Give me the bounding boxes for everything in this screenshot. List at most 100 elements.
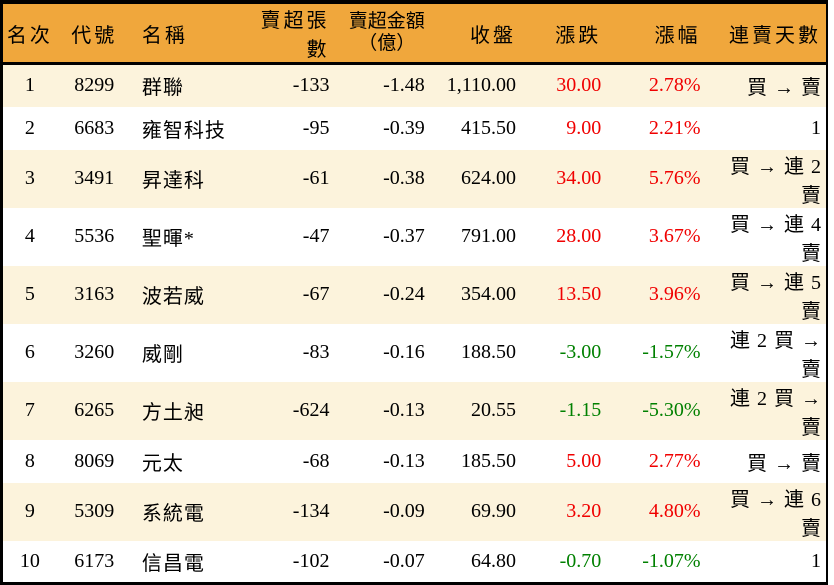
cell-change-pct: 2.77% [648, 449, 701, 472]
table-body: 1 8299 群聯 -133 -1.48 1,110.00 30.00 2.78… [1, 63, 828, 584]
cell-name: 雍智科技 [141, 119, 226, 142]
table-row: 8 8069 元太 -68 -0.13 185.50 5.00 2.77% 買 … [2, 440, 828, 483]
cell-amount: -0.16 [383, 341, 425, 363]
cell-amount: -0.13 [383, 449, 425, 472]
cell-change-pct: 5.76% [648, 167, 701, 189]
cell-volume: -61 [302, 167, 330, 189]
table-row: 5 3163 波若威 -67 -0.24 354.00 13.50 3.96% … [1, 265, 827, 324]
col-header-volume: 賣超張數 [242, 2, 335, 65]
cell-volume: -133 [292, 74, 330, 97]
cell-code: 6173 [74, 549, 115, 572]
col-header-name: 名稱 [131, 2, 243, 65]
cell-code: 6265 [74, 399, 115, 421]
cell-rank: 2 [24, 116, 35, 139]
table-row: 2 6683 雍智科技 -95 -0.39 415.50 9.00 2.21% … [2, 107, 828, 150]
cell-name: 威剛 [141, 344, 184, 366]
cell-change: -0.70 [559, 549, 602, 572]
cell-close: 185.50 [461, 449, 517, 472]
cell-rank: 6 [24, 341, 35, 363]
cell-change: -3.00 [559, 341, 602, 363]
cell-change-pct: -1.07% [642, 549, 701, 572]
table-row: 6 3260 威剛 -83 -0.16 188.50 -3.00 -1.57% … [2, 324, 828, 382]
cell-rank: 10 [19, 549, 40, 572]
cell-change-pct: -1.57% [642, 341, 701, 363]
cell-change: 9.00 [566, 116, 602, 139]
cell-close: 188.50 [461, 341, 517, 363]
cell-change: 30.00 [556, 74, 602, 97]
col-header-change-pct: 漲幅 [606, 2, 706, 65]
cell-name: 聖暉* [141, 228, 195, 250]
cell-amount: -0.13 [383, 399, 425, 421]
cell-streak: 1 [811, 549, 822, 572]
cell-change-pct: 3.96% [648, 283, 701, 305]
cell-close: 20.55 [471, 399, 517, 421]
cell-change: 13.50 [556, 283, 602, 305]
cell-volume: -102 [292, 549, 330, 572]
cell-name: 波若威 [141, 286, 205, 308]
cell-name: 元太 [141, 452, 184, 475]
cell-code: 5536 [74, 225, 115, 247]
cell-code: 5309 [74, 500, 115, 522]
table-row: 4 5536 聖暉* -47 -0.37 791.00 28.00 3.67% … [2, 208, 828, 266]
cell-rank: 5 [24, 283, 35, 305]
header-row: 名次 代號 名稱 賣超張數 賣超金額 （億） 收盤 漲跌 漲幅 連賣天數 [1, 2, 827, 65]
cell-streak: 買 → 連 5 賣 [730, 271, 822, 323]
cell-close: 69.90 [471, 500, 517, 522]
cell-amount: -0.09 [383, 500, 425, 522]
cell-change: 3.20 [566, 500, 602, 522]
cell-volume: -83 [302, 341, 330, 363]
cell-close: 791.00 [461, 225, 517, 247]
cell-rank: 3 [24, 167, 35, 189]
col-header-close: 收盤 [429, 2, 522, 65]
cell-volume: -68 [302, 449, 330, 472]
cell-streak: 連 2 買 → 賣 [730, 329, 822, 381]
col-header-amount: 賣超金額 （億） [334, 2, 430, 65]
cell-change-pct: -5.30% [642, 399, 701, 421]
cell-rank: 9 [24, 500, 35, 522]
col-header-amount-text: 賣超金額 （億） [348, 10, 425, 54]
cell-name: 方土昶 [141, 402, 205, 424]
cell-change: 5.00 [566, 449, 602, 472]
cell-streak: 連 2 買 → 賣 [730, 387, 822, 439]
cell-code: 3163 [74, 283, 115, 305]
table-row: 9 5309 系統電 -134 -0.09 69.90 3.20 4.80% 買… [1, 482, 827, 541]
cell-amount: -0.24 [383, 283, 425, 305]
cell-name: 信昌電 [141, 552, 205, 575]
col-header-rank: 名次 [1, 2, 57, 65]
cell-streak: 1 [811, 116, 822, 139]
cell-change: 28.00 [556, 225, 602, 247]
cell-change-pct: 4.80% [648, 500, 701, 522]
table-row: 1 8299 群聯 -133 -1.48 1,110.00 30.00 2.78… [1, 63, 827, 107]
table-header: 名次 代號 名稱 賣超張數 賣超金額 （億） 收盤 漲跌 漲幅 連賣天數 [1, 2, 827, 65]
cell-name: 群聯 [141, 77, 184, 100]
cell-name: 系統電 [141, 503, 205, 525]
cell-rank: 8 [24, 449, 35, 472]
cell-change-pct: 2.21% [648, 116, 701, 139]
cell-close: 415.50 [461, 116, 517, 139]
cell-volume: -67 [302, 283, 330, 305]
cell-amount: -0.37 [383, 225, 425, 247]
cell-close: 64.80 [471, 549, 517, 572]
cell-code: 8299 [74, 74, 115, 97]
cell-change-pct: 3.67% [648, 225, 701, 247]
cell-volume: -624 [292, 399, 330, 421]
cell-streak: 買 → 連 2 賣 [730, 155, 822, 207]
cell-change-pct: 2.78% [648, 74, 701, 97]
cell-code: 3491 [74, 167, 115, 189]
cell-rank: 1 [24, 74, 35, 97]
cell-code: 8069 [74, 449, 115, 472]
table-row: 10 6173 信昌電 -102 -0.07 64.80 -0.70 -1.07… [2, 541, 828, 584]
cell-change: 34.00 [556, 167, 602, 189]
cell-close: 354.00 [461, 283, 517, 305]
cell-close: 1,110.00 [446, 74, 517, 97]
cell-amount: -0.07 [383, 549, 425, 572]
cell-rank: 4 [24, 225, 35, 247]
cell-streak: 買 → 賣 [747, 77, 822, 100]
cell-streak: 買 → 連 6 賣 [730, 488, 822, 540]
table-row: 7 6265 方土昶 -624 -0.13 20.55 -1.15 -5.30%… [1, 381, 827, 440]
cell-amount: -0.38 [383, 167, 425, 189]
col-header-change: 漲跌 [521, 2, 607, 65]
cell-name: 昇達科 [141, 170, 205, 192]
cell-streak: 買 → 連 4 賣 [730, 213, 822, 265]
